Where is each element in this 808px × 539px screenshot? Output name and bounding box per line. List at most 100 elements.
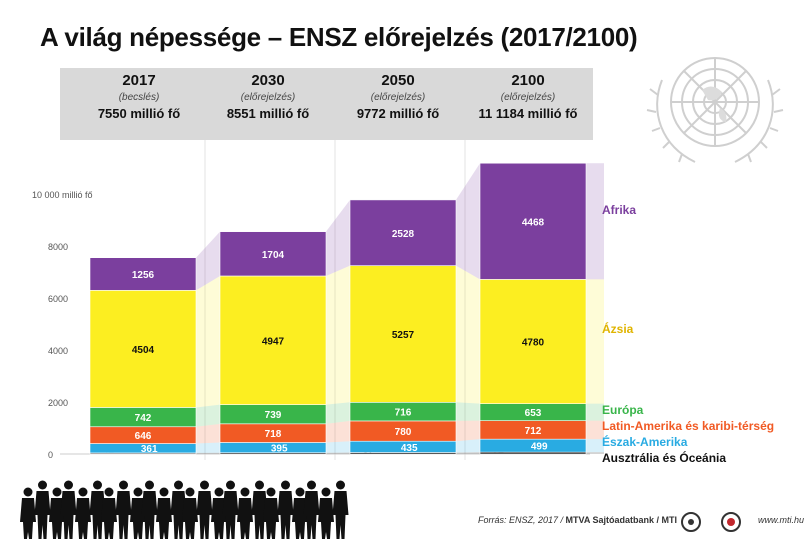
- connector-band: [456, 265, 480, 404]
- bar-segment: [219, 231, 327, 277]
- data-label: 716: [395, 408, 412, 419]
- person-silhouette: [263, 487, 279, 539]
- column-note: (előrejelzés): [370, 92, 426, 103]
- connector-band: [456, 420, 480, 442]
- connector-band: [326, 199, 350, 276]
- connector-band: [196, 442, 220, 453]
- person-silhouette: [196, 480, 213, 539]
- data-label: 5257: [392, 330, 415, 341]
- data-label: 4468: [522, 217, 545, 228]
- connector-band: [326, 402, 350, 424]
- column-total: 7550 millió fő: [97, 106, 181, 121]
- legend-item: Észak-Amerika: [602, 434, 688, 449]
- connector-band: [196, 275, 220, 408]
- legend-item: Afrika: [602, 203, 636, 217]
- person-silhouette: [141, 480, 158, 539]
- bar-segment: [479, 279, 587, 404]
- data-label: 2528: [392, 229, 415, 240]
- site-url: www.mti.hu: [758, 515, 805, 525]
- data-label: 499: [531, 442, 548, 453]
- column-total: 8551 millió fő: [226, 106, 310, 121]
- legend-lead-band: [586, 279, 604, 404]
- y-tick-label: 2000: [48, 398, 68, 408]
- data-label: 653: [525, 408, 542, 419]
- legend-item: Ausztrália és Óceánia: [602, 450, 726, 465]
- connector-band: [196, 231, 220, 291]
- bar-segment: [349, 199, 457, 266]
- data-label: 4780: [522, 338, 545, 349]
- data-label: 780: [395, 427, 412, 438]
- y-tick-label: 8000: [48, 242, 68, 252]
- person-silhouette: [115, 480, 132, 539]
- column-note: (előrejelzés): [240, 92, 296, 103]
- source-bold: MTVA Sajtóadatbank / MTI: [565, 515, 678, 525]
- person-silhouette: [332, 480, 349, 539]
- person-silhouette: [156, 487, 172, 539]
- connector-band: [196, 404, 220, 427]
- bar-segment: [219, 275, 327, 405]
- connector-band: [456, 163, 480, 280]
- connector-band: [456, 402, 480, 421]
- person-silhouette: [277, 480, 294, 539]
- legend-lead-band: [586, 403, 604, 421]
- legend-item: Ázsia: [602, 321, 634, 336]
- person-silhouette: [251, 480, 268, 539]
- person-silhouette: [237, 487, 253, 539]
- y-tick-label: 6000: [48, 294, 68, 304]
- person-silhouette: [211, 487, 227, 539]
- connector-band: [326, 452, 350, 454]
- column-total: 11 1184 millió fő: [478, 106, 578, 121]
- person-silhouette: [89, 480, 106, 539]
- person-silhouette: [34, 480, 51, 539]
- connector-band: [326, 420, 350, 443]
- person-silhouette: [222, 480, 239, 539]
- people-silhouettes-icon: [20, 480, 349, 539]
- column-header-2100: 2100 (előrejelzés) 11 1184 millió fő: [463, 72, 593, 121]
- data-label: 435: [401, 443, 418, 454]
- legend-item: Európa: [602, 403, 644, 417]
- column-year: 2017: [122, 72, 156, 89]
- column-year: 2050: [381, 72, 415, 89]
- legend-lead-band: [586, 163, 604, 280]
- column-header-2050: 2050 (előrejelzés) 9772 millió fő: [333, 72, 463, 121]
- person-silhouette: [303, 480, 320, 539]
- data-label: 4504: [132, 345, 155, 356]
- connector-band: [456, 439, 480, 453]
- legend-item: Latin-Amerika és karibi-térség: [602, 419, 774, 433]
- data-label: 712: [525, 426, 542, 437]
- connector-band: [326, 441, 350, 453]
- person-silhouette: [130, 487, 146, 539]
- data-label: 361: [141, 444, 158, 455]
- bar-segment: [89, 257, 197, 291]
- column-year: 2100: [511, 72, 545, 89]
- bar-segment: [479, 162, 587, 280]
- y-tick-label: 0: [48, 450, 53, 460]
- column-header-2030: 2030 (előrejelzés) 8551 millió fő: [203, 72, 333, 121]
- person-silhouette: [75, 487, 91, 539]
- y-tick-label: 10 000 millió fő: [32, 190, 93, 200]
- connector-band: [196, 452, 220, 454]
- column-note: (becslés): [118, 92, 160, 103]
- legend-lead-band: [586, 439, 604, 453]
- source-prefix: Forrás: ENSZ, 2017 /: [478, 515, 566, 525]
- un-emblem-icon: [646, 57, 784, 163]
- data-label: 718: [265, 429, 282, 440]
- bar-segment: [349, 265, 457, 403]
- person-silhouette: [101, 487, 117, 539]
- data-label: 395: [271, 444, 288, 455]
- data-label: 742: [135, 413, 152, 424]
- data-label: 1704: [262, 250, 285, 261]
- connector-band: [456, 452, 480, 454]
- legend-lead-band: [586, 420, 604, 440]
- column-year: 2030: [251, 72, 285, 89]
- person-silhouette: [292, 487, 308, 539]
- mti-logo-icon: [721, 512, 741, 532]
- data-label: 739: [265, 410, 282, 421]
- bar-segment: [89, 290, 197, 408]
- connector-band: [196, 423, 220, 444]
- column-note: (előrejelzés): [500, 92, 556, 103]
- person-silhouette: [170, 480, 187, 539]
- person-silhouette: [182, 487, 198, 539]
- data-label: 646: [135, 431, 152, 442]
